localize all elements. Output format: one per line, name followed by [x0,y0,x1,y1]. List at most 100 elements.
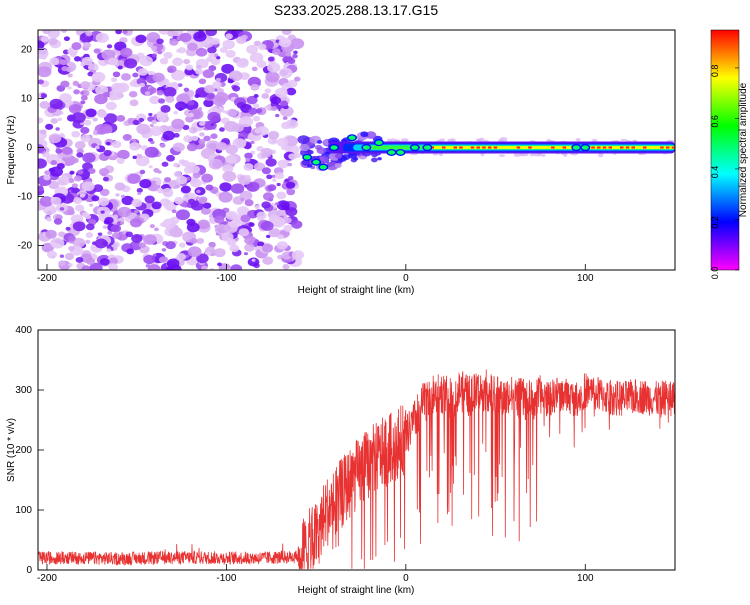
noise-speckle [48,37,58,46]
x-tick-label: -100 [216,573,236,584]
noise-speckle [159,143,166,148]
noise-speckle [274,172,284,180]
noise-speckle [206,56,214,63]
noise-speckle [103,113,118,124]
noise-speckle [219,127,225,132]
signal-core-yellow [498,146,505,149]
burst-blob [297,135,310,144]
noise-speckle [139,55,153,67]
signal-core-red [671,146,675,149]
noise-speckle [294,76,301,82]
noise-speckle [50,196,62,206]
noise-speckle [80,81,91,89]
line-halo [541,153,546,157]
knot-inner [572,145,580,150]
noise-speckle [286,87,297,96]
noise-speckle [291,220,303,229]
noise-speckle [154,227,159,232]
noise-speckle [215,141,228,151]
noise-speckle [132,119,140,126]
noise-speckle [99,188,110,197]
noise-speckle [250,83,260,91]
signal-core-yellow [435,146,442,149]
noise-speckle [48,133,62,144]
noise-speckle [251,66,258,72]
noise-speckle [123,58,138,69]
noise-speckle [250,140,255,145]
noise-speckle [113,247,118,251]
noise-speckle [210,123,215,127]
noise-speckle [136,187,143,193]
noise-speckle [240,34,248,41]
noise-speckle [183,58,191,65]
noise-speckle [287,57,296,65]
snr-y-label: SNR (10 * v/v) [6,418,17,482]
noise-speckle [125,231,133,238]
knot-inner [362,145,370,150]
noise-speckle [101,172,107,177]
noise-speckle [278,37,292,48]
noise-speckle [226,108,238,118]
noise-speckle [108,257,119,265]
noise-speckle [163,51,173,59]
noise-speckle [89,203,94,207]
noise-speckle [178,242,186,248]
x-tick-label: 100 [577,273,594,284]
noise-speckle [216,56,221,60]
noise-speckle [208,214,214,218]
noise-speckle [38,158,47,169]
knot-inner [303,155,311,160]
noise-speckle [145,264,151,268]
noise-speckle [221,109,226,113]
noise-speckle [74,141,86,150]
signal-core-red [487,146,492,149]
noise-speckle [236,206,250,216]
noise-speckle [95,32,109,43]
noise-speckle [110,224,122,233]
noise-speckle [195,64,202,70]
noise-speckle [183,135,193,143]
noise-speckle [283,217,292,224]
noise-speckle [132,155,137,160]
noise-speckle [171,209,177,214]
colorbar-ticks: 0.0 0.2 0.4 0.6 0.8 [710,65,739,279]
signal-core-red [476,146,480,149]
line-halo [632,139,638,142]
noise-speckle [173,132,180,138]
knot-inner [348,135,356,140]
noise-speckle [264,105,270,110]
y-tick-label: 300 [15,385,32,396]
spectrogram-frame [37,29,676,271]
noise-speckle [162,187,174,197]
noise-speckle [213,248,226,258]
y-tick-label: 10 [21,94,33,105]
noise-speckle [61,30,67,33]
burst-blob [365,131,377,139]
noise-speckle [182,124,190,131]
noise-speckle [40,129,47,135]
noise-speckle [288,175,294,181]
noise-speckle [126,248,135,255]
noise-speckle [276,191,287,200]
x-tick-label: -200 [37,573,57,584]
noise-speckle [161,248,167,252]
noise-speckle [153,168,160,173]
noise-speckle [264,152,271,158]
noise-speckle [68,263,73,267]
noise-speckle [55,148,63,154]
noise-speckle [82,152,96,163]
noise-speckle [244,174,251,180]
noise-speckle [270,106,278,112]
burst-blob [371,152,378,158]
noise-speckle [71,112,86,124]
snr-x-ticks: -200 -100 0 100 [37,564,594,584]
noise-speckle [156,90,164,96]
noise-speckle [198,78,207,85]
noise-speckle [265,158,277,167]
noise-speckle [102,176,109,182]
noise-speckle [198,107,203,111]
noise-speckle [195,47,208,57]
spectrogram-y-ticks: -20 -10 0 10 20 [18,45,44,252]
noise-speckle [225,49,236,58]
